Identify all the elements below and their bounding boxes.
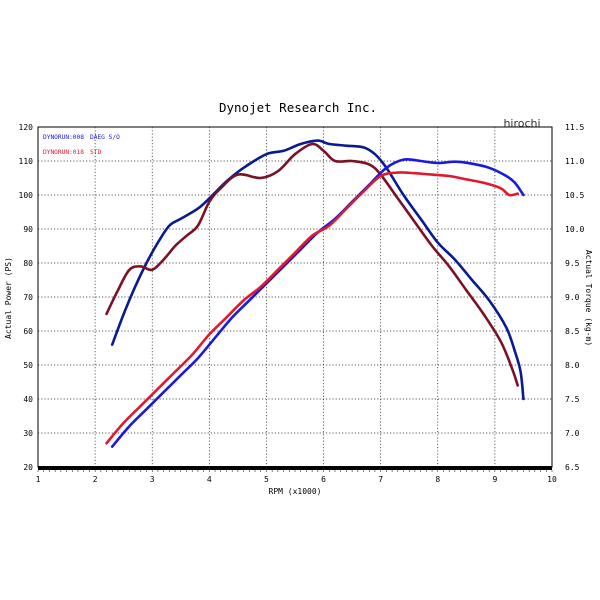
y-tick-label-right: 7.0 [565,429,580,438]
legend-run-label: DYNORUN:018 [43,149,84,156]
tick-labels: 1 2 3 4 5 6 7 8 9 10 20 30 40 50 60 70 80 90 100 110 120 6.5 7… [19,123,585,484]
y-tick-label-left: 40 [23,395,33,404]
y-tick-label-left: 120 [19,123,34,132]
y-tick-label-left: 100 [19,191,34,200]
y-tick-label-right: 9.0 [565,293,580,302]
x-tick-label: 1 [36,475,41,484]
y-tick-label-right: 10.5 [565,191,584,200]
y-tick-label-right: 8.0 [565,361,580,370]
x-axis-bar [38,466,552,470]
x-tick-label: 4 [207,475,212,484]
x-tick-label: 6 [321,475,326,484]
legend-series-label: STD [90,149,101,156]
series-line-torque-daeg-s-o [110,157,525,448]
y-tick-label-right: 9.5 [565,259,580,268]
y-tick-label-left: 70 [23,293,33,302]
series-line-power-std [105,142,519,387]
y-tick-label-left: 60 [23,327,33,336]
y-tick-label-right: 11.0 [565,157,584,166]
y-tick-label-left: 110 [19,157,34,166]
x-tick-label: 2 [93,475,98,484]
x-tick-label: 9 [492,475,497,484]
y-tick-label-left: 20 [23,463,33,472]
y-axis-label-left: Actual Power (PS) [4,257,13,339]
x-tick-label: 7 [378,475,383,484]
y-tick-label-left: 90 [23,225,33,234]
y-tick-label-left: 30 [23,429,33,438]
legend: DYNORUN:008 DAEG S/O DYNORUN:018 STD [43,134,120,156]
chart-title: Dynojet Research Inc. [219,100,377,115]
y-axis-label-right: Actual Torque (kg-m) [584,250,593,346]
x-tick-label: 8 [435,475,440,484]
legend-series-label: DAEG S/O [90,134,120,141]
y-tick-label-right: 11.5 [565,123,584,132]
y-tick-label-left: 80 [23,259,33,268]
series-layer [105,139,525,448]
y-tick-label-right: 7.5 [565,395,580,404]
y-tick-label-left: 50 [23,361,33,370]
y-tick-label-right: 8.5 [565,327,580,336]
x-tick-label: 5 [264,475,269,484]
x-tick-label: 10 [547,475,557,484]
series-line-torque-std [105,171,519,445]
y-tick-label-right: 10.0 [565,225,584,234]
grid-lines [37,127,553,472]
y-tick-label-right: 6.5 [565,463,580,472]
x-axis-label: RPM (x1000) [269,487,322,496]
legend-run-label: DYNORUN:008 [43,134,84,141]
x-tick-label: 3 [150,475,155,484]
series-line-power-daeg-s-o [110,139,525,401]
